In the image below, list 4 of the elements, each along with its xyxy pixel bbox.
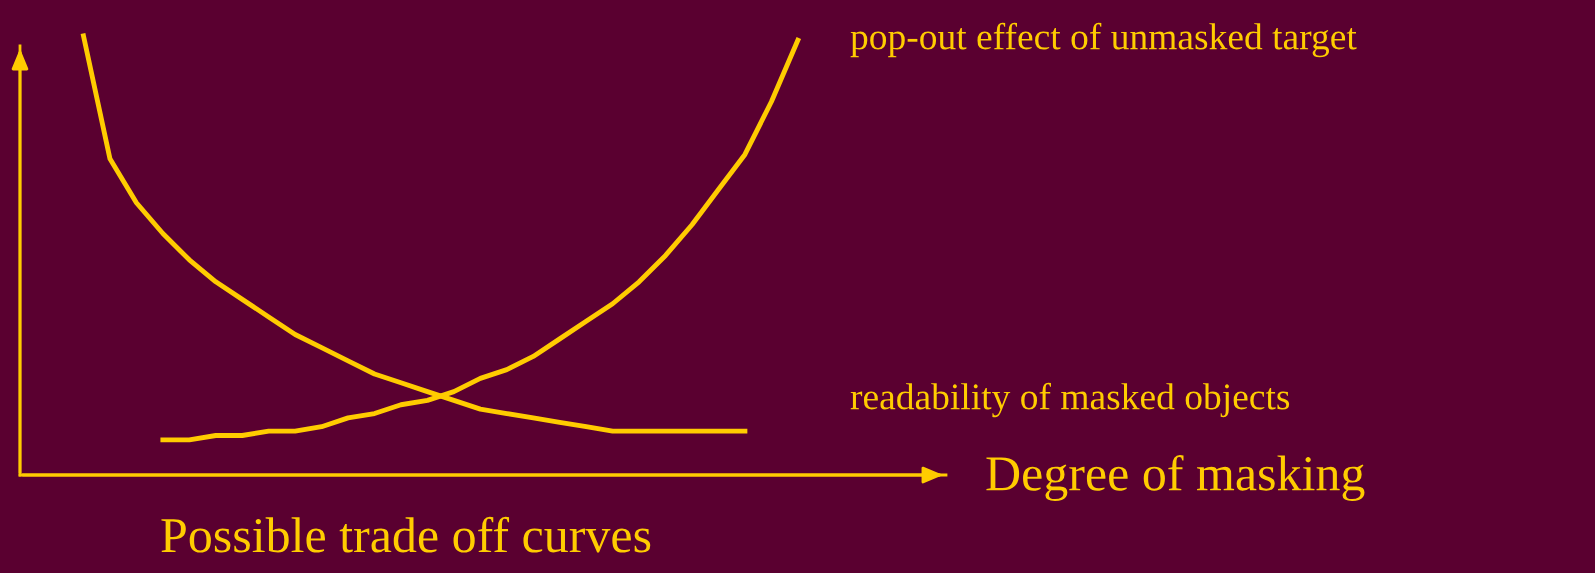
series-label: pop-out effect of unmasked target	[850, 22, 1357, 58]
x-axis-title: Degree of masking	[986, 455, 1365, 501]
text: readability of masked objects	[850, 382, 1290, 418]
text: Possible trade off curves	[161, 516, 651, 553]
